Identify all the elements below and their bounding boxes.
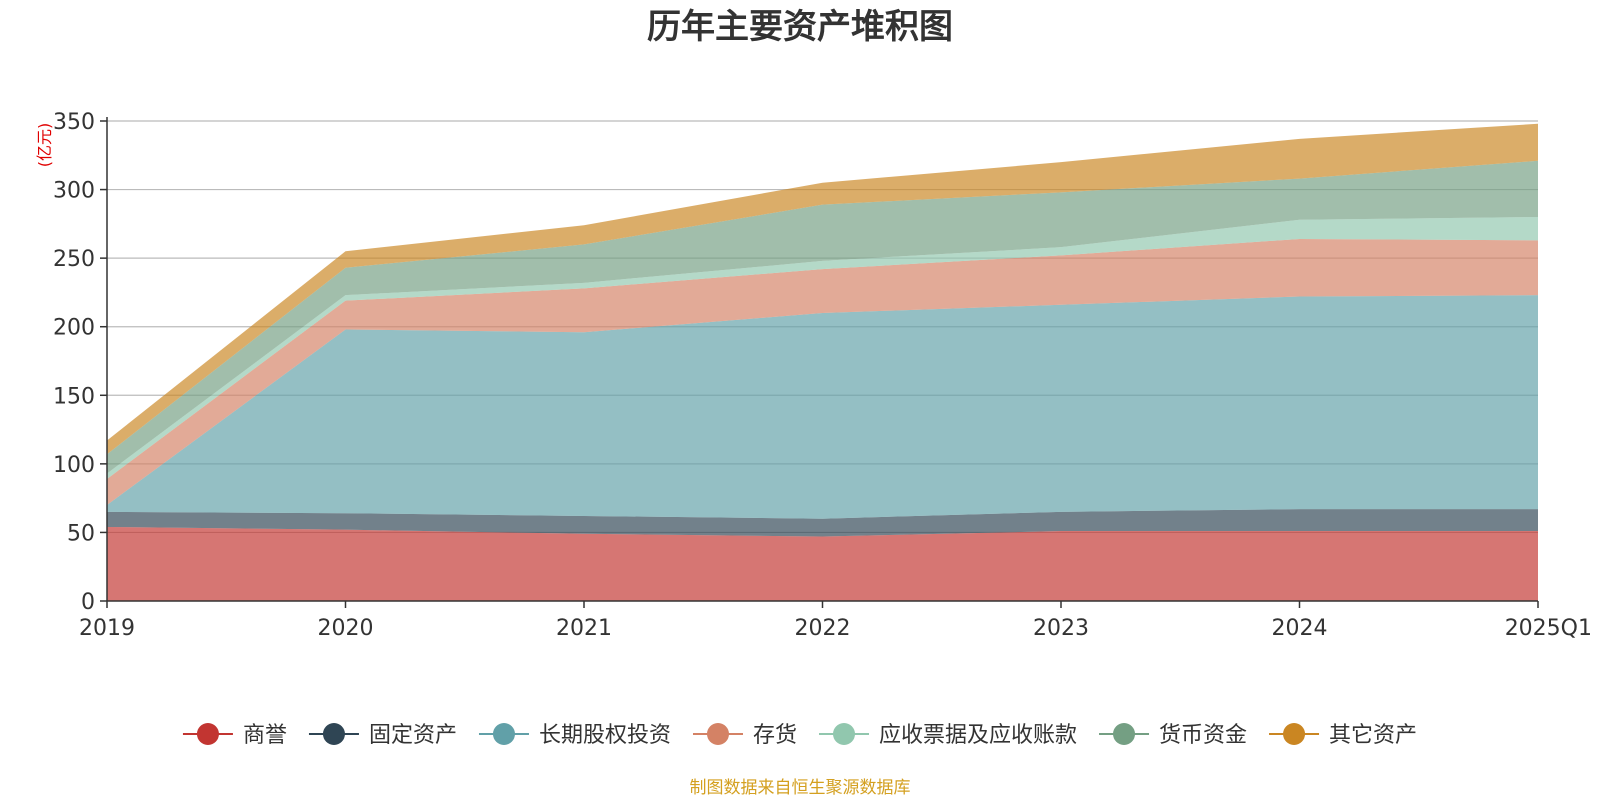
- y-tick-label-2: 100: [53, 453, 95, 478]
- x-tick-label-5: 2024: [1272, 616, 1328, 641]
- y-tick-label-3: 150: [53, 384, 95, 409]
- legend-marker-3: [706, 723, 729, 745]
- series-areas: [107, 123, 1538, 601]
- x-tick-label-6: 2025Q1: [1505, 616, 1592, 641]
- legend-item-4[interactable]: 应收票据及应收账款: [819, 723, 1077, 748]
- y-tick-label-1: 50: [67, 521, 95, 546]
- area-series-2: [107, 295, 1538, 519]
- legend-item-5[interactable]: 货币资金: [1099, 723, 1247, 748]
- legend-label-6: 其它资产: [1329, 723, 1417, 748]
- legend-marker-4: [833, 723, 856, 745]
- y-tick-label-4: 200: [53, 316, 95, 341]
- area-series-1: [107, 509, 1538, 537]
- area-series-3: [107, 238, 1538, 505]
- x-tick-label-4: 2023: [1033, 616, 1089, 641]
- x-axis-ticks: 2019 2020 2021 2022 2023 2024 2025Q1: [79, 601, 1592, 641]
- legend: 商誉 固定资产 长期股权投资 存货 应收票据及应收账款 货币资金 其它资产: [182, 723, 1417, 748]
- legend-marker-1: [322, 723, 345, 745]
- legend-label-0: 商誉: [243, 723, 287, 748]
- legend-item-1[interactable]: 固定资产: [308, 723, 457, 748]
- legend-marker-2: [492, 723, 515, 745]
- y-axis-unit-label: (亿元): [35, 123, 54, 168]
- y-tick-label-7: 350: [53, 110, 95, 135]
- area-series-6: [107, 123, 1538, 455]
- legend-label-4: 应收票据及应收账款: [879, 723, 1077, 748]
- legend-marker-0: [196, 723, 219, 745]
- x-tick-label-1: 2020: [318, 616, 374, 641]
- y-axis-ticks: 0 50 100 150 200 250 300 350: [53, 110, 107, 615]
- y-tick-label-5: 250: [53, 247, 95, 272]
- legend-item-2[interactable]: 长期股权投资: [478, 723, 671, 748]
- legend-item-0[interactable]: 商誉: [182, 723, 287, 748]
- x-tick-label-2: 2021: [556, 616, 612, 641]
- y-tick-label-0: 0: [81, 590, 95, 615]
- legend-label-3: 存货: [753, 723, 797, 748]
- area-series-0: [107, 526, 1538, 601]
- x-tick-label-0: 2019: [79, 616, 135, 641]
- source-note: 制图数据来自恒生聚源数据库: [690, 778, 911, 798]
- legend-label-2: 长期股权投资: [539, 723, 671, 748]
- x-tick-label-3: 2022: [795, 616, 851, 641]
- area-series-5: [107, 160, 1538, 474]
- chart-title: 历年主要资产堆积图: [647, 7, 953, 47]
- legend-item-3[interactable]: 存货: [692, 723, 797, 748]
- legend-item-6[interactable]: 其它资产: [1269, 723, 1417, 748]
- legend-label-5: 货币资金: [1159, 723, 1247, 748]
- legend-marker-6: [1283, 723, 1306, 745]
- legend-label-1: 固定资产: [369, 723, 457, 748]
- y-tick-label-6: 300: [53, 179, 95, 204]
- legend-marker-5: [1113, 723, 1136, 745]
